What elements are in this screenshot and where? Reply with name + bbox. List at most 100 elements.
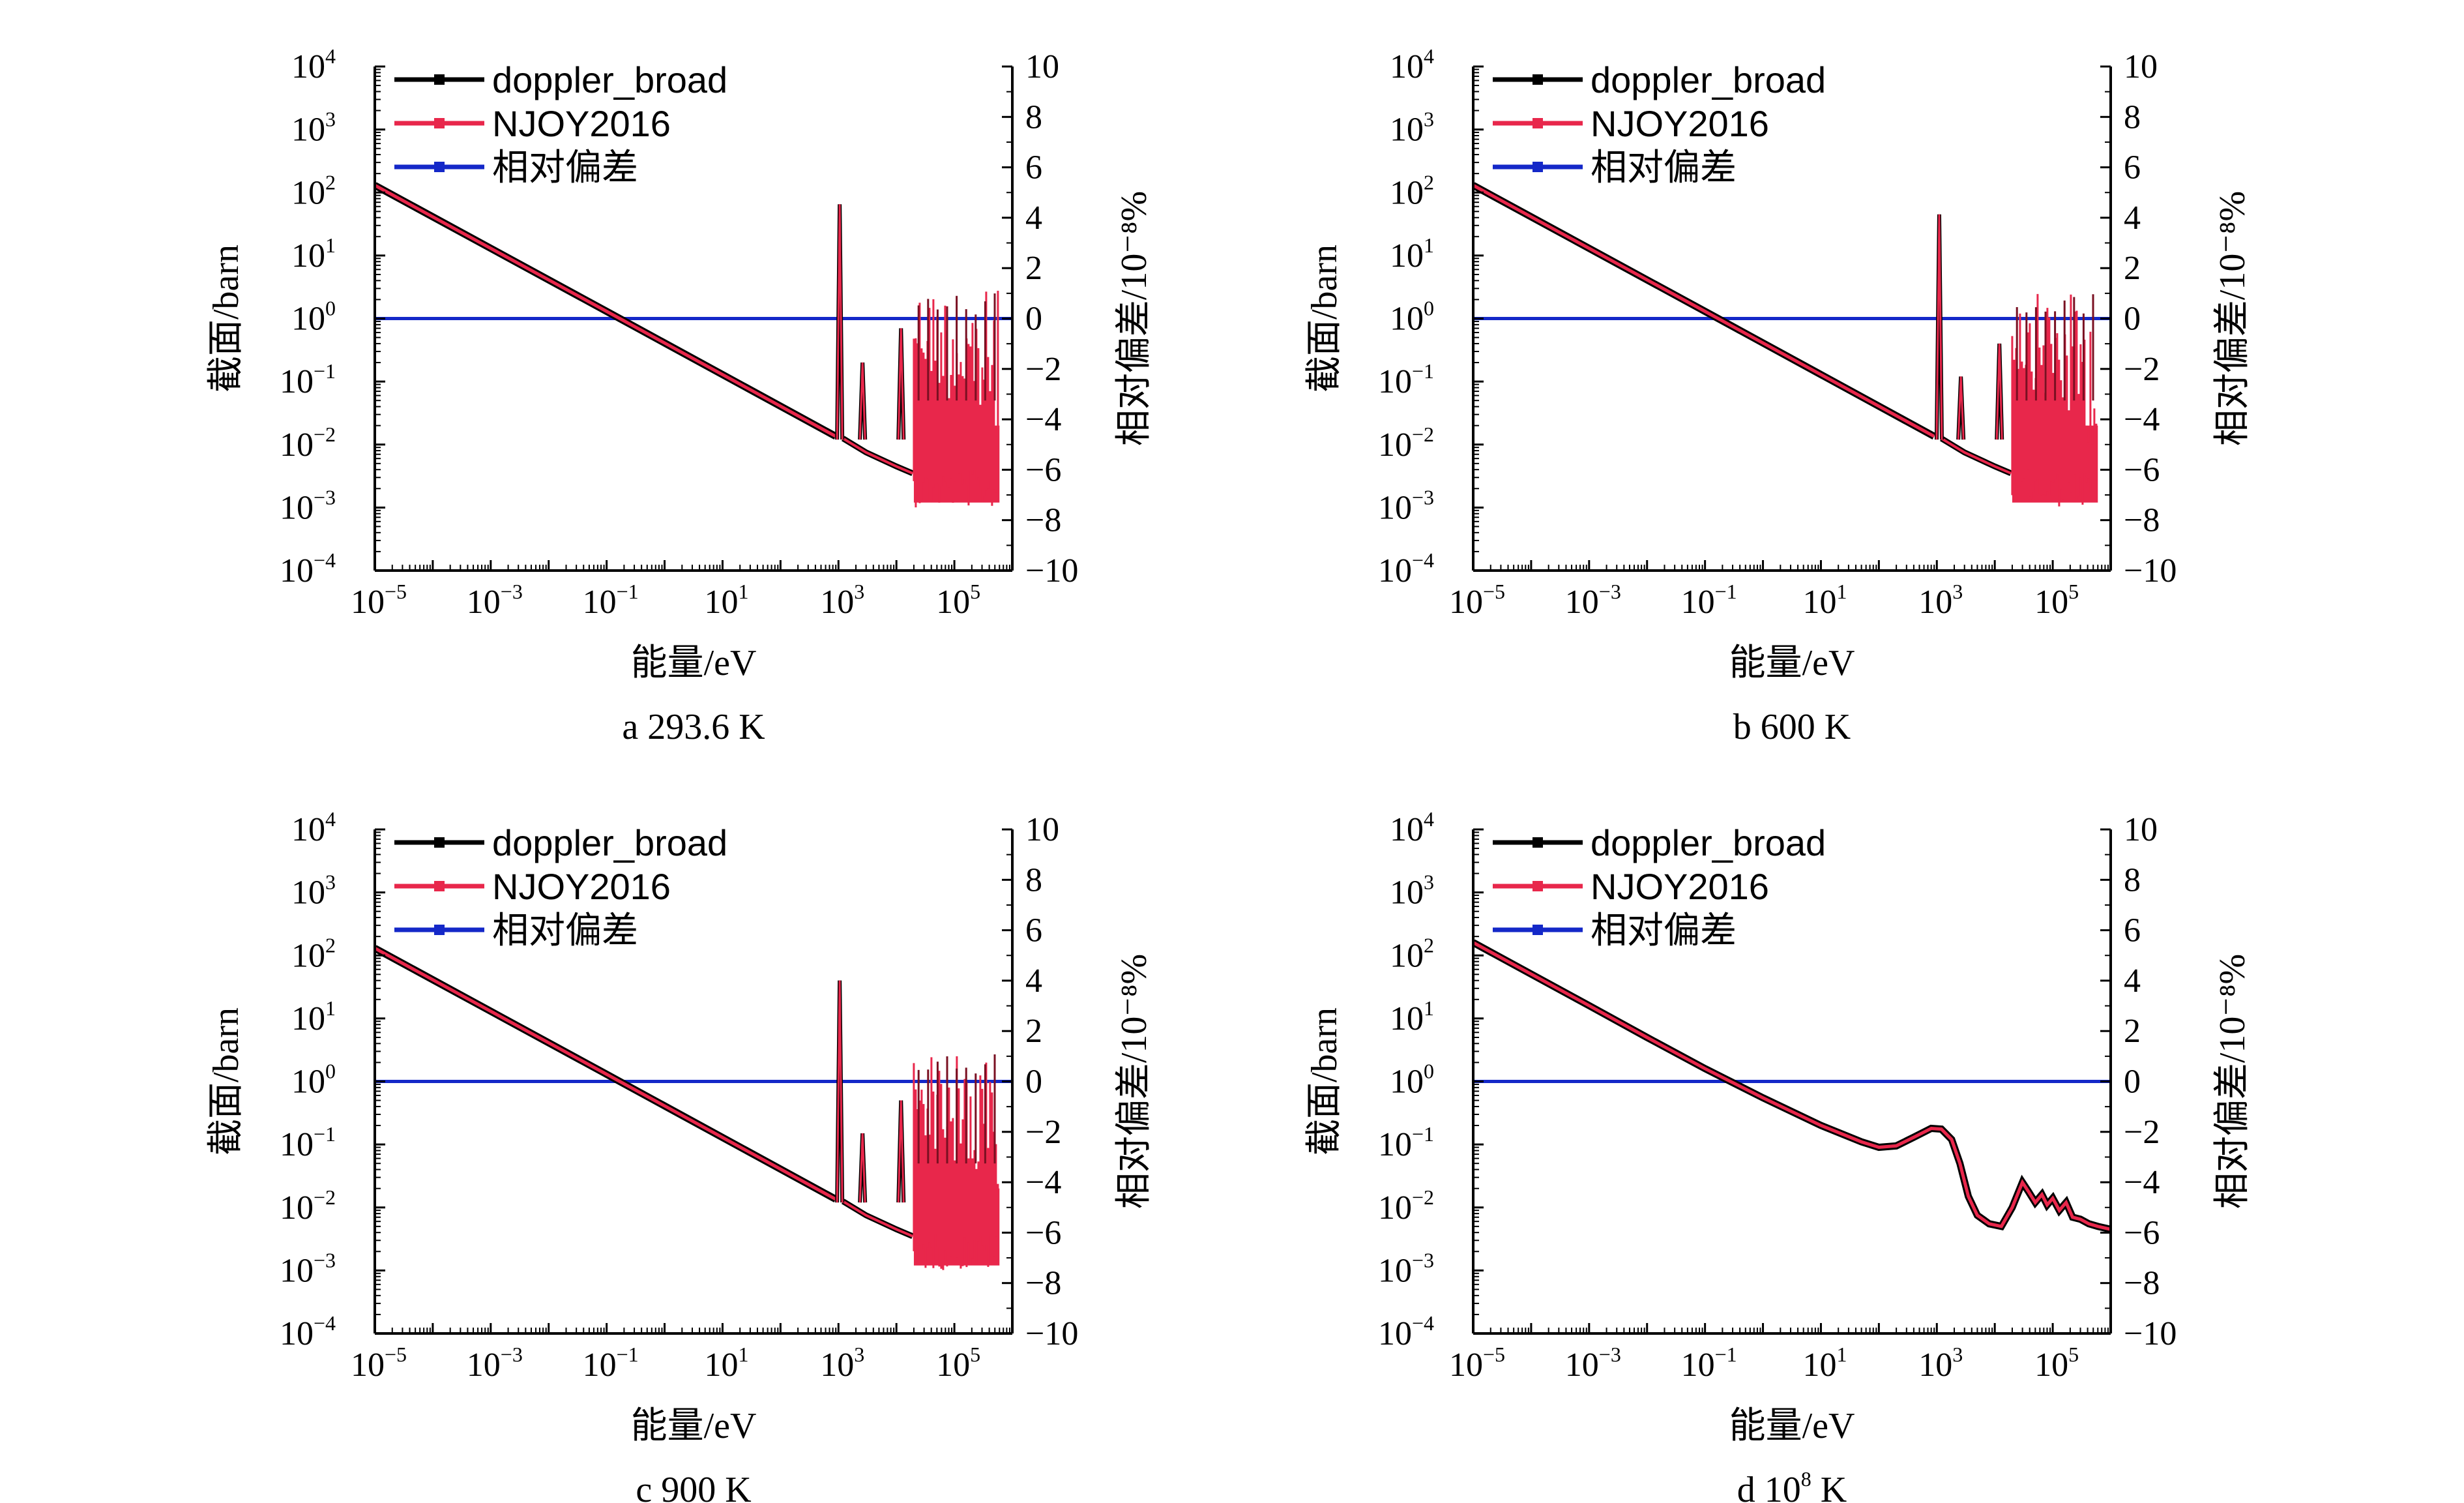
resonance-lines <box>2011 293 2098 507</box>
plot-area <box>375 182 1012 508</box>
y-right-title: 相对偏差/10⁻⁸% <box>1114 954 1154 1209</box>
legend-marker <box>434 162 445 172</box>
x-tick-label: 103 <box>1918 580 1963 621</box>
resonance-lines <box>913 1056 999 1270</box>
legend-marker <box>1533 837 1543 848</box>
y2-tick-label: −8 <box>2124 502 2160 539</box>
legend-label: NJOY2016 <box>1591 866 1769 907</box>
njoy2016-tail <box>842 437 913 475</box>
y2-tick-label: −4 <box>2124 401 2160 438</box>
legend-marker <box>434 118 445 128</box>
y2-tick-label: −2 <box>2124 1114 2160 1151</box>
y2-tick-label: −10 <box>2124 552 2177 589</box>
resonance-peak-njoy <box>897 328 905 440</box>
y2-tick-label: 4 <box>2124 200 2141 237</box>
x-tick-label: 105 <box>936 580 980 621</box>
legend-label: 相对偏差 <box>1591 147 1737 188</box>
y-tick-label: 102 <box>1390 933 1434 974</box>
y2-tick-label: 2 <box>1025 1013 1042 1050</box>
njoy2016-line <box>1473 184 1935 438</box>
x-tick-label: 10−5 <box>1449 1343 1505 1384</box>
legend-marker <box>434 925 445 935</box>
y-tick-label: 10−2 <box>1378 423 1434 464</box>
y-tick-label: 10−4 <box>1378 1311 1434 1352</box>
y-tick-label: 10−2 <box>280 1185 336 1227</box>
y-tick-label: 100 <box>291 297 336 338</box>
x-tick-label: 10−5 <box>351 1343 407 1384</box>
y2-tick-label: 4 <box>1025 200 1042 237</box>
y2-tick-label: 0 <box>2124 1064 2141 1101</box>
x-tick-label: 10−5 <box>351 580 407 621</box>
y-tick-label: 104 <box>1390 807 1434 848</box>
y2-tick-label: −2 <box>1025 351 1061 388</box>
y-tick-label: 100 <box>1390 1060 1434 1101</box>
y2-tick-label: 0 <box>2124 301 2141 338</box>
y-tick-label: 101 <box>291 996 336 1037</box>
y2-tick-label: −8 <box>1025 1265 1061 1302</box>
legend-label: NJOY2016 <box>492 103 671 144</box>
njoy2016-tail <box>842 1200 913 1238</box>
resonance-peak-njoy <box>1995 343 2003 440</box>
x-tick-label: 103 <box>1918 1343 1963 1384</box>
y-tick-label: 102 <box>291 170 336 211</box>
y2-tick-label: 2 <box>2124 250 2141 287</box>
y-tick-label: 10−3 <box>280 485 336 526</box>
x-tick-label: 10−1 <box>583 1343 639 1384</box>
y-tick-label: 10−2 <box>1378 1185 1434 1227</box>
y2-tick-label: 6 <box>2124 149 2141 186</box>
y-tick-label: 10−4 <box>1378 548 1434 589</box>
y-tick-label: 10−1 <box>280 1122 336 1163</box>
y2-tick-label: 6 <box>2124 912 2141 949</box>
y2-tick-label: 6 <box>1025 912 1042 949</box>
resonance-peak-njoy <box>836 980 843 1203</box>
doppler-broad-line <box>1473 939 2111 1233</box>
y-tick-label: 100 <box>1390 297 1434 338</box>
plot-area <box>1473 939 2111 1233</box>
y-tick-label: 101 <box>291 233 336 275</box>
panel-caption: a 293.6 K <box>622 707 765 747</box>
x-tick-label: 101 <box>704 580 748 621</box>
plot-area <box>375 945 1012 1270</box>
y-tick-label: 101 <box>1390 233 1434 275</box>
y2-tick-label: −8 <box>1025 502 1061 539</box>
y-tick-label: 104 <box>291 807 336 848</box>
x-tick-label: 10−1 <box>583 580 639 621</box>
x-axis-title: 能量/eV <box>1729 1406 1855 1446</box>
chart-panel-b: 10−5 10−3 10−1 101 103 10510−410−310−210−1100… <box>1304 44 2253 747</box>
y2-tick-label: 8 <box>1025 98 1042 136</box>
y-tick-label: 10−3 <box>280 1248 336 1289</box>
y-tick-label: 10−2 <box>280 423 336 464</box>
y-tick-label: 100 <box>291 1060 336 1101</box>
y2-tick-label: −6 <box>2124 1214 2160 1251</box>
plot-area <box>1473 182 2111 507</box>
legend-marker <box>1533 925 1543 935</box>
y-tick-label: 104 <box>291 44 336 85</box>
panel-caption: d 108 K <box>1737 1467 1847 1503</box>
y-tick-label: 10−1 <box>280 359 336 400</box>
panel-caption: b 600 K <box>1733 707 1851 747</box>
y2-tick-label: 2 <box>2124 1013 2141 1050</box>
y2-tick-label: 4 <box>1025 962 1042 1000</box>
njoy2016-line <box>1473 941 2111 1231</box>
y-left-title: 截面/barn <box>1304 245 1345 393</box>
chart-panel-c: 10−5 10−3 10−1 101 103 10510−410−310−210−1100… <box>206 807 1154 1503</box>
y2-tick-label: 10 <box>1025 811 1059 848</box>
resonance-peak-njoy <box>1957 376 1965 440</box>
y2-tick-label: 4 <box>2124 962 2141 1000</box>
y2-tick-label: −2 <box>1025 1114 1061 1151</box>
legend-label: doppler_broad <box>492 822 727 863</box>
y2-tick-label: −4 <box>2124 1164 2160 1201</box>
x-axis-title: 能量/eV <box>631 643 757 683</box>
y2-tick-label: −6 <box>1025 1214 1061 1251</box>
y2-tick-label: 10 <box>1025 48 1059 85</box>
y-tick-label: 10−1 <box>1378 359 1434 400</box>
x-tick-label: 101 <box>1802 580 1847 621</box>
legend-label: doppler_broad <box>1591 822 1826 863</box>
panel-caption: c 900 K <box>636 1470 751 1503</box>
y-tick-label: 104 <box>1390 44 1434 85</box>
x-tick-label: 105 <box>2034 1343 2079 1384</box>
y2-tick-label: 8 <box>2124 98 2141 136</box>
y2-tick-label: −4 <box>1025 1164 1061 1201</box>
resonance-peak-tops <box>2016 294 2094 401</box>
y2-tick-label: 8 <box>2124 861 2141 899</box>
